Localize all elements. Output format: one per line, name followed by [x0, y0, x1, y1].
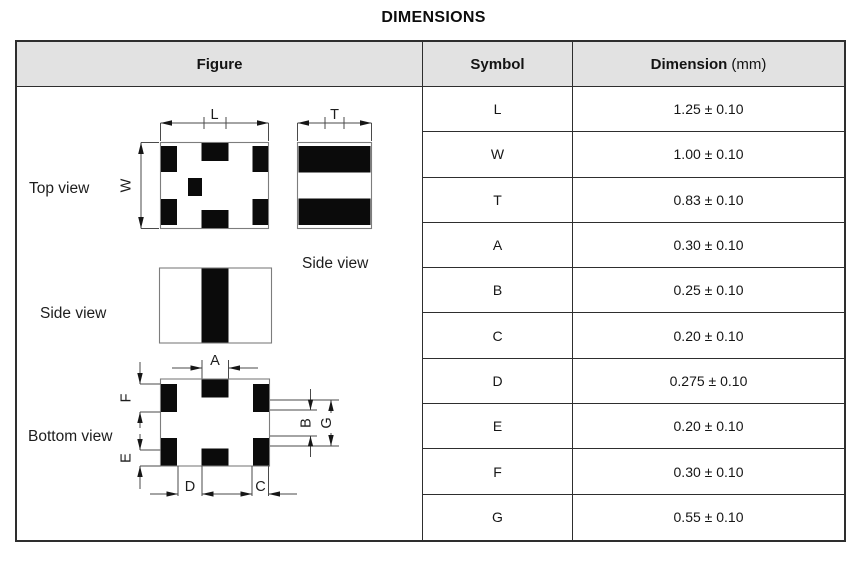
- dimension-cell: 0.275 ± 0.10: [573, 359, 844, 405]
- dim-label-t: T: [330, 107, 339, 123]
- symbol-cell: B: [423, 268, 573, 314]
- side-view-top-label: Side view: [302, 255, 369, 272]
- dimension-cell: 0.25 ± 0.10: [573, 268, 844, 314]
- bottom-view-drawing: Bottom view A: [28, 353, 339, 497]
- dimension-header-label: Dimension: [650, 55, 728, 73]
- dimension-cell: 0.20 ± 0.10: [573, 313, 844, 359]
- dim-t: T: [297, 107, 372, 141]
- dimension-cell: 0.30 ± 0.10: [573, 223, 844, 269]
- dim-label-g: G: [319, 417, 335, 428]
- dimension-header-unit: (mm): [731, 55, 767, 73]
- symbol-cell: T: [423, 177, 573, 223]
- page-title: DIMENSIONS: [381, 9, 486, 26]
- bottom-view-label: Bottom view: [28, 428, 113, 445]
- side-view-left-label: Side view: [40, 305, 107, 322]
- dim-label-e: E: [119, 453, 135, 463]
- figure-header-label: Figure: [196, 55, 243, 73]
- dimensions-table: Figure Symbol Dimension (mm) Top view: [15, 40, 846, 542]
- symbol-cell: W: [423, 132, 573, 178]
- dimension-cell: 0.83 ± 0.10: [573, 178, 844, 223]
- dim-label-d: D: [185, 479, 195, 495]
- side-view-left-drawing: Side view: [40, 267, 273, 344]
- symbol-cell: L: [423, 87, 573, 133]
- dim-label-a: A: [210, 353, 220, 369]
- symbol-cell: G: [423, 494, 573, 540]
- top-view-label: Top view: [29, 180, 90, 197]
- figure-cell: Top view: [17, 87, 423, 540]
- symbol-cell: E: [423, 404, 573, 450]
- dim-label-b: B: [299, 418, 315, 428]
- symbol-header-label: Symbol: [470, 55, 525, 73]
- dim-w: W: [119, 142, 159, 229]
- dim-b-g: B G: [270, 389, 339, 457]
- figure-column-header: Figure: [17, 42, 423, 87]
- dim-label-l: L: [210, 107, 218, 123]
- symbol-cell: C: [423, 313, 573, 359]
- dim-label-c: C: [255, 479, 265, 495]
- symbol-column-header: Symbol: [423, 42, 573, 87]
- dim-l: L: [160, 107, 269, 141]
- dim-f-e: F E: [119, 362, 161, 489]
- dim-label-w: W: [119, 178, 135, 192]
- top-view-drawing: Top view: [29, 107, 270, 230]
- figure-drawing: Top view: [28, 107, 373, 497]
- dim-d-c: D C: [150, 466, 297, 497]
- symbol-cell: F: [423, 449, 573, 495]
- symbol-cell: D: [423, 358, 573, 405]
- dimension-cell: 1.00 ± 0.10: [573, 132, 844, 178]
- side-view-top-drawing: T Side view: [296, 107, 373, 272]
- symbol-cell: A: [423, 222, 573, 269]
- dimension-cell: 0.20 ± 0.10: [573, 404, 844, 450]
- dimension-column-header: Dimension (mm): [573, 42, 844, 87]
- dimension-cell: 1.25 ± 0.10: [573, 87, 844, 133]
- dimension-cell: 0.30 ± 0.10: [573, 449, 844, 495]
- dim-a: A: [172, 353, 258, 379]
- dimension-cell: 0.55 ± 0.10: [673, 509, 744, 526]
- dim-label-f: F: [119, 393, 135, 402]
